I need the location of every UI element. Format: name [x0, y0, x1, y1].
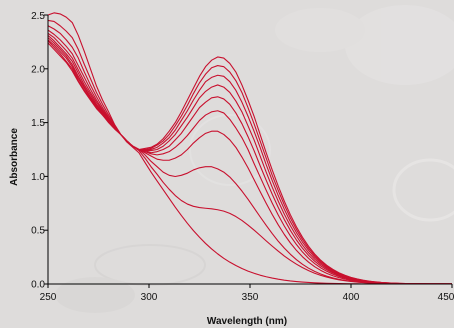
y-tick-label: 1.5 — [31, 118, 45, 129]
x-tick-label: 250 — [40, 292, 57, 303]
background-blob — [392, 158, 454, 222]
background-blob — [189, 114, 271, 186]
background-blob — [94, 244, 206, 286]
y-tick-label: 2.5 — [31, 11, 45, 22]
background-blob — [345, 5, 454, 85]
y-tick-label: 0.5 — [31, 226, 45, 237]
x-axis-title: Wavelength (nm) — [207, 316, 287, 327]
y-tick-label: 0.0 — [31, 280, 45, 291]
x-tick-label: 450 — [438, 292, 454, 303]
x-tick-label: 400 — [343, 292, 360, 303]
y-tick-label: 2.0 — [31, 64, 45, 75]
x-ticks-group: 250 300 350 400 450 — [40, 284, 454, 303]
background-blob — [275, 8, 365, 52]
y-axis-title: Absorbance — [9, 128, 20, 186]
x-tick-label: 350 — [242, 292, 259, 303]
spectrum-line — [48, 42, 453, 284]
y-tick-label: 1.0 — [31, 172, 45, 183]
y-ticks-group: 0.0 0.5 1.0 1.5 2.0 2.5 — [31, 11, 48, 291]
background-texture — [55, 5, 454, 313]
background-blob — [55, 277, 135, 313]
x-tick-label: 300 — [141, 292, 158, 303]
